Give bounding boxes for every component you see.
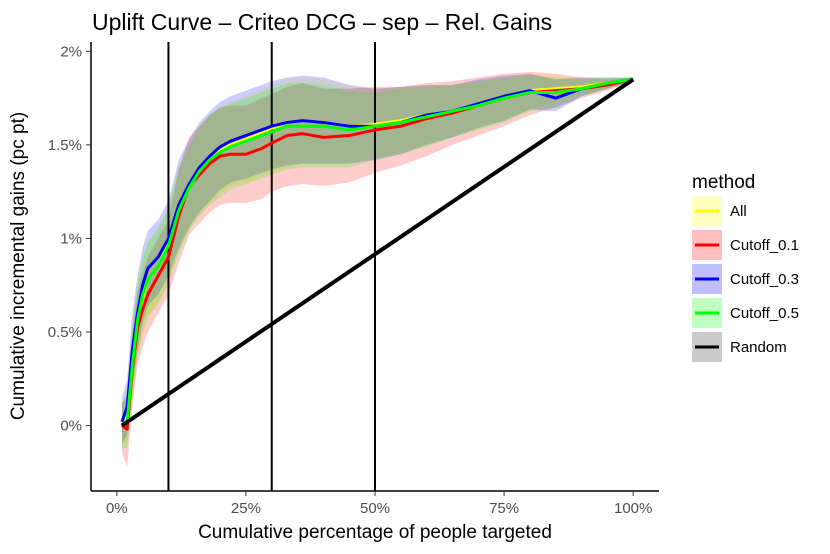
- legend-item-all: All: [692, 196, 747, 226]
- legend: method All Cutoff_0.1 Cutoff_0.3 Cutoff_0.5…: [692, 172, 799, 362]
- x-tick-label: 50%: [360, 500, 390, 517]
- legend-item-random: Random: [692, 332, 787, 362]
- band-cutoff-0-5: [121, 75, 634, 448]
- band-cutoff-0-1: [121, 71, 634, 467]
- confidence-bands: [121, 71, 634, 467]
- x-tick-label: 25%: [231, 500, 261, 517]
- legend-item-cutoff-0-3: Cutoff_0.3: [692, 264, 799, 294]
- line-cutoff-0-3: [120, 77, 634, 423]
- y-tick-label: 2%: [60, 43, 82, 60]
- x-tick-label: 75%: [489, 500, 519, 517]
- x-tick-label: 100%: [614, 500, 652, 517]
- line-random: [120, 77, 635, 428]
- x-tick-label: 0%: [106, 500, 128, 517]
- line-cutoff-0-5: [121, 77, 634, 427]
- legend-title: method: [692, 172, 755, 193]
- y-axis-ticks: 0% 0.5% 1% 1.5% 2%: [48, 43, 91, 435]
- x-axis-title: Cumulative percentage of people targeted: [198, 522, 552, 543]
- y-tick-label: 0%: [60, 418, 82, 435]
- y-tick-label: 1%: [60, 230, 82, 247]
- legend-label: Cutoff_0.1: [730, 237, 799, 254]
- legend-label: Cutoff_0.3: [730, 271, 799, 288]
- y-axis-title: Cumulative incremental gains (pc pt): [8, 112, 29, 420]
- legend-label: All: [730, 203, 747, 220]
- band-all: [121, 73, 634, 445]
- y-tick-label: 0.5%: [48, 324, 82, 341]
- threshold-lines: [167, 42, 376, 491]
- chart-title: Uplift Curve – Criteo DCG – sep – Rel. G…: [92, 9, 552, 35]
- legend-label: Random: [730, 339, 787, 356]
- series-lines: [120, 77, 635, 431]
- legend-item-cutoff-0-1: Cutoff_0.1: [692, 230, 799, 260]
- x-axis-ticks: 0% 25% 50% 75% 100%: [106, 491, 652, 517]
- legend-item-cutoff-0-5: Cutoff_0.5: [692, 298, 799, 328]
- band-cutoff-0-3: [121, 73, 634, 445]
- legend-label: Cutoff_0.5: [730, 305, 799, 322]
- y-tick-label: 1.5%: [48, 137, 82, 154]
